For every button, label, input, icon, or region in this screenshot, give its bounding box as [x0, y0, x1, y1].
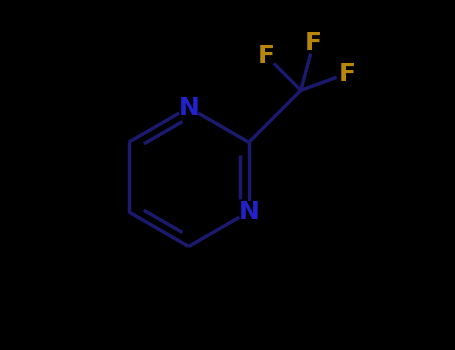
Circle shape — [256, 46, 276, 66]
Circle shape — [303, 33, 324, 53]
Circle shape — [337, 63, 357, 84]
Text: N: N — [238, 200, 259, 224]
Text: F: F — [305, 31, 322, 55]
Text: N: N — [178, 96, 199, 120]
Text: F: F — [258, 44, 275, 68]
Text: F: F — [339, 62, 355, 85]
Circle shape — [238, 202, 259, 222]
Circle shape — [178, 97, 199, 118]
